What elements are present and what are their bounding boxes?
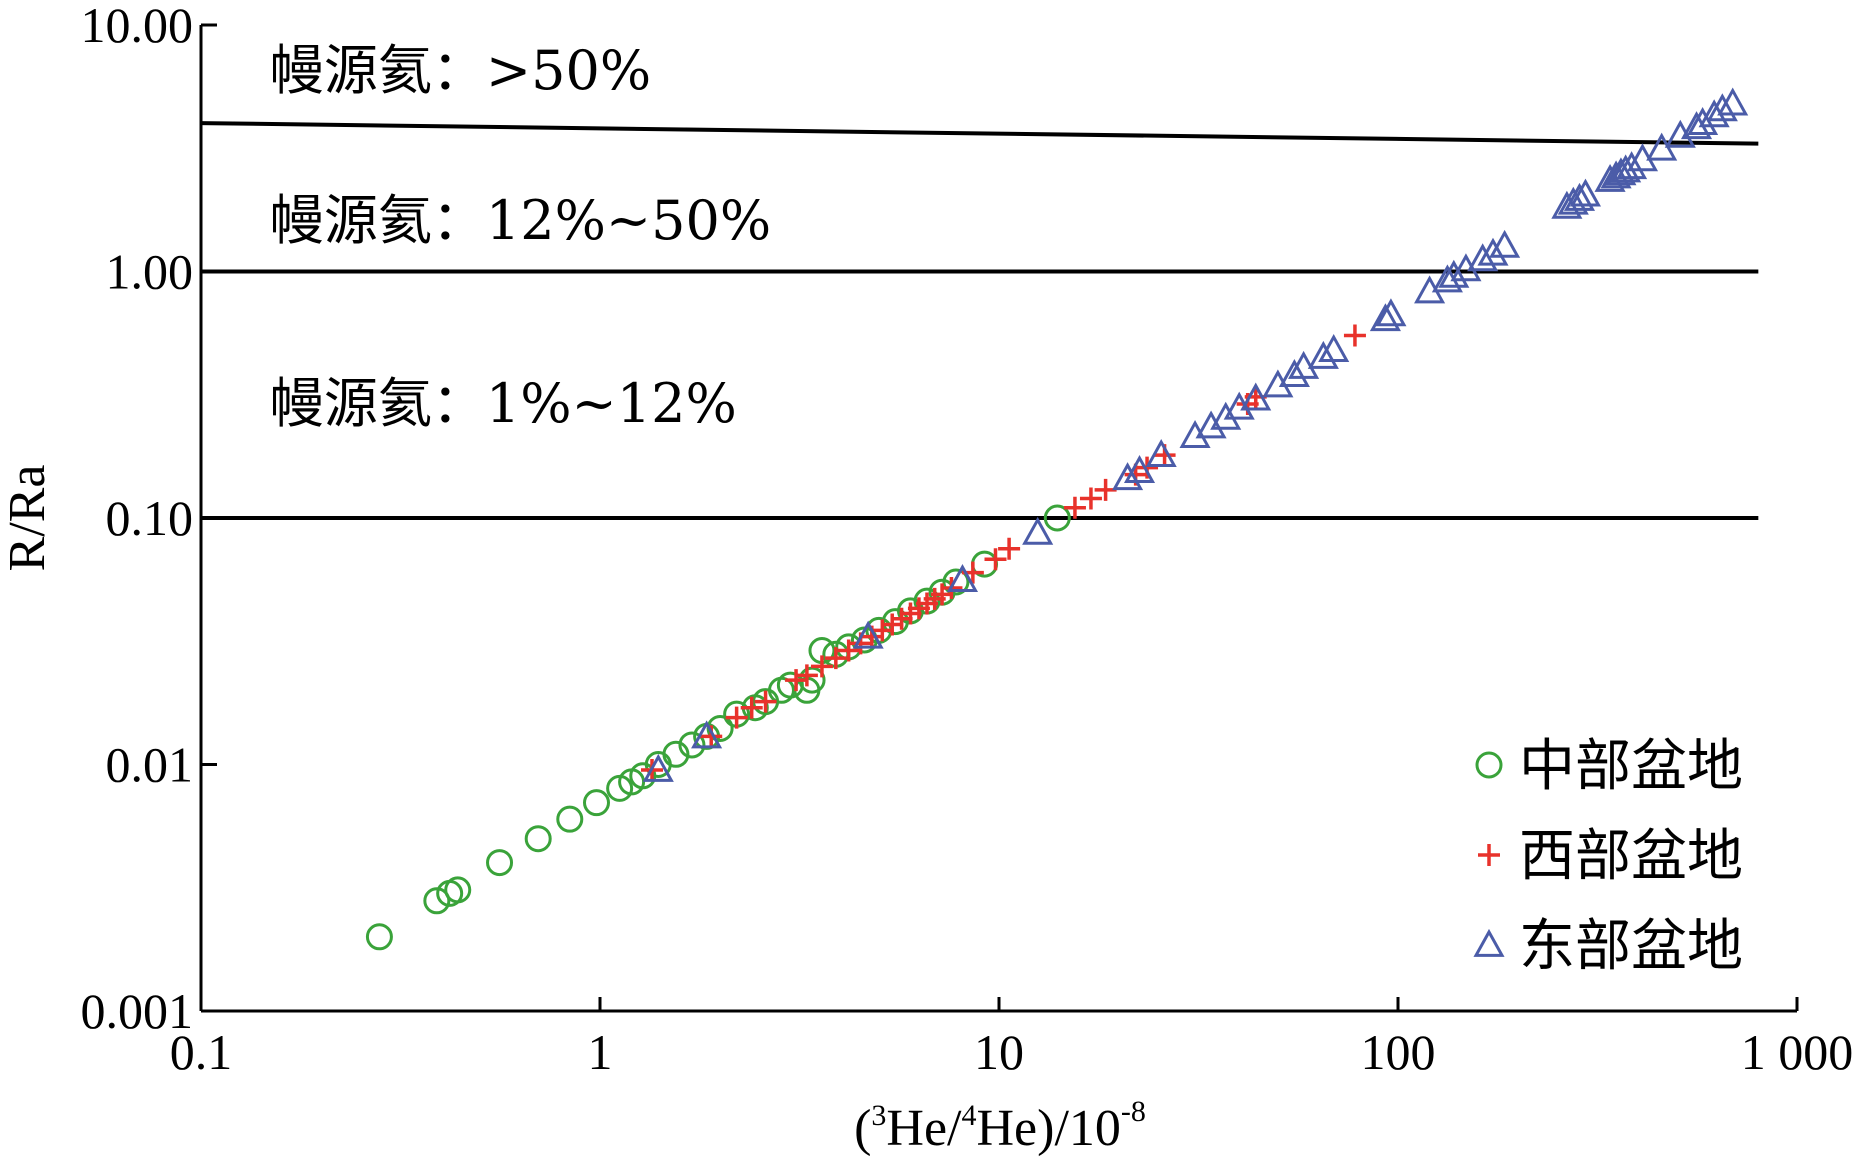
legend-marker-circle: [1475, 751, 1503, 779]
data-point-circle: [942, 568, 970, 596]
data-point-triangle: [642, 753, 674, 782]
x-tick-label: 1: [588, 1024, 613, 1080]
data-point-plus: [740, 696, 763, 719]
data-point-circle: [486, 849, 514, 877]
legend-marker-triangle: [1473, 928, 1505, 957]
x-tick-label: 100: [1361, 1024, 1436, 1080]
legend-marker-plus: [1478, 844, 1500, 866]
zone-labels: 幔源氦：>50% 幔源氦：12%~50% 幔源氦：1%~12%: [270, 39, 771, 435]
data-point-triangle: [1240, 382, 1272, 411]
data-point-plus: [725, 706, 748, 729]
y-tick-label: 0.01: [106, 737, 194, 793]
data-point-triangle: [1179, 419, 1211, 448]
data-point-triangle: [1438, 259, 1470, 288]
data-point-triangle: [1278, 358, 1310, 387]
x-axis-title-part: He/: [886, 1100, 962, 1157]
data-point-circle: [582, 789, 610, 817]
x-ticks: 0.1 1 10 100 1 000: [170, 997, 1854, 1080]
data-point-plus: [984, 548, 1007, 571]
zone-label: 幔源氦：1%~12%: [270, 372, 737, 435]
zone-label: 幔源氦：12%~50%: [270, 189, 771, 252]
zone-label: 幔源氦：>50%: [270, 39, 651, 102]
data-point-triangle: [946, 563, 979, 592]
data-point-circle: [1043, 504, 1071, 532]
data-point-circle: [662, 740, 690, 768]
y-tick-label: 1.00: [106, 244, 194, 300]
data-point-triangle: [852, 620, 884, 649]
data-point-triangle: [1600, 160, 1632, 189]
y-ticks: 0.001 0.01 0.10 1.00 10.00: [81, 0, 217, 1039]
x-axis-title-part: (: [854, 1100, 871, 1157]
reference-lines: [200, 121, 1759, 520]
data-point-triangle: [691, 720, 723, 749]
data-point-plus: [785, 669, 808, 692]
data-point-triangle: [1477, 237, 1509, 266]
data-point-triangle: [1563, 182, 1596, 211]
x-tick-label: 0.1: [170, 1024, 233, 1080]
data-point-plus: [837, 639, 860, 662]
reference-line: [200, 121, 1759, 146]
y-tick-label: 10.00: [81, 0, 194, 53]
legend-label: 中部盆地: [1519, 734, 1743, 799]
data-point-triangle: [1489, 229, 1521, 258]
data-point-triangle: [1687, 107, 1719, 135]
data-point-circle: [678, 731, 706, 759]
data-point-triangle: [1123, 454, 1156, 483]
data-point-circle: [556, 805, 584, 833]
data-point-triangle: [1307, 340, 1339, 369]
data-point-triangle: [1375, 298, 1407, 327]
data-point-triangle: [1450, 253, 1482, 282]
data-point-triangle: [1369, 303, 1401, 332]
data-point-circle: [767, 676, 795, 704]
data-point-circle: [365, 923, 393, 951]
x-axis-title-sup: -8: [1121, 1095, 1146, 1128]
x-tick-label: 1 000: [1741, 1024, 1854, 1080]
y-axis-title: R/Ra: [0, 465, 56, 572]
data-point-plus: [1343, 324, 1366, 347]
data-point-triangle: [1557, 186, 1589, 215]
data-point-triangle: [1717, 87, 1749, 116]
x-axis-title-sup: 3: [871, 1099, 886, 1132]
data-point-plus: [754, 690, 777, 713]
data-point-triangle: [1195, 410, 1227, 439]
x-axis-title-part: He)/10: [977, 1100, 1121, 1157]
data-point-triangle: [1605, 157, 1637, 186]
legend-label: 东部盆地: [1519, 914, 1743, 979]
data-point-triangle: [1467, 243, 1499, 272]
data-point-plus: [1079, 487, 1102, 510]
data-points: [365, 87, 1749, 951]
series-triangle: [642, 87, 1749, 782]
data-point-plus: [824, 647, 847, 670]
data-point-triangle: [1145, 438, 1177, 467]
data-point-triangle: [1616, 151, 1648, 180]
data-point-triangle: [1022, 516, 1054, 545]
data-point-circle: [444, 876, 472, 904]
data-point-triangle: [1318, 333, 1350, 362]
data-point-plus: [998, 537, 1021, 560]
data-point-plus: [810, 655, 833, 678]
data-point-circle: [423, 887, 451, 915]
data-point-plus: [1136, 456, 1159, 479]
legend-label: 西部盆地: [1519, 824, 1743, 889]
y-tick-label: 0.10: [106, 490, 194, 546]
data-point-triangle: [1210, 401, 1242, 430]
data-point-plus: [1063, 496, 1086, 519]
data-point-triangle: [1706, 93, 1738, 122]
x-axis-title: (3He/4He)/10-8: [854, 1095, 1146, 1157]
data-point-circle: [524, 825, 552, 853]
series-circle: [365, 504, 1071, 951]
x-tick-label: 10: [974, 1024, 1024, 1080]
y-tick-label: 0.001: [81, 983, 194, 1039]
x-axis-title-sup: 4: [962, 1099, 977, 1132]
data-point-plus: [795, 664, 818, 687]
data-point-triangle: [1112, 462, 1144, 491]
data-point-triangle: [1569, 178, 1602, 207]
